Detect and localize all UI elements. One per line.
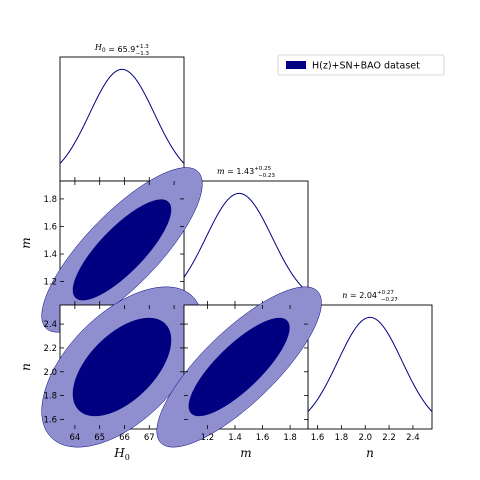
x-tick-label: 66	[119, 433, 130, 443]
panel-1d-1	[183, 180, 309, 306]
x-tick-label: 1.4	[228, 433, 242, 443]
y-tick-label: 2.4	[43, 320, 57, 330]
pdf-curve-0	[59, 68, 185, 164]
confidence-contour-68	[188, 317, 290, 417]
x-tick-label: 1.8	[283, 433, 297, 443]
panel-1d-0	[59, 56, 185, 182]
y-tick-label: 1.6	[43, 415, 57, 425]
y-tick-label: 1.8	[43, 195, 57, 205]
y-axis-label-2: n	[19, 363, 33, 371]
panel-2d-0-2	[41, 286, 203, 448]
panel-2d-1-2	[156, 286, 322, 448]
confidence-contour-68	[72, 199, 172, 301]
panel-title-2: n = 2.04+0.27 −0.27	[342, 290, 398, 303]
x-tick-label: 1.8	[335, 433, 349, 443]
panel-frame	[59, 56, 185, 182]
panel-frame	[183, 180, 309, 306]
x-tick-label: 67	[144, 433, 155, 443]
x-tick-label: 1.6	[311, 433, 325, 443]
y-tick-label: 1.2	[43, 278, 57, 288]
confidence-contour-68	[72, 317, 172, 417]
pdf-curve-2	[307, 316, 433, 412]
x-axis-label-0: H0	[113, 446, 130, 462]
legend-label: H(z)+SN+BAO dataset	[312, 61, 420, 72]
panel-2d-0-1	[41, 167, 203, 333]
y-tick-label: 1.4	[43, 250, 57, 260]
legend-swatch	[286, 61, 306, 69]
x-tick-label: 2.0	[358, 433, 372, 443]
pdf-curve-1	[183, 192, 309, 293]
panel-title-1: m = 1.43+0.25 −0.23	[217, 166, 275, 179]
y-tick-label: 2.0	[43, 368, 57, 378]
legend-frame	[277, 54, 445, 76]
x-axis-label-1: m	[240, 446, 251, 460]
y-tick-label: 2.2	[43, 344, 57, 354]
y-tick-label: 1.8	[43, 392, 57, 402]
panel-1d-2	[307, 304, 433, 430]
legend: H(z)+SN+BAO dataset	[277, 54, 445, 76]
x-axis-label-2: n	[366, 446, 374, 460]
x-tick-label: 64	[69, 433, 80, 443]
y-axis-label-1: m	[19, 237, 33, 248]
x-tick-label: 1.2	[201, 433, 215, 443]
panel-frame	[307, 304, 433, 430]
x-tick-label: 65	[94, 433, 105, 443]
x-tick-label: 2.4	[406, 433, 420, 443]
x-tick-label: 1.6	[256, 433, 270, 443]
x-tick-label: 2.2	[382, 433, 396, 443]
y-tick-label: 1.6	[43, 222, 57, 232]
panel-title-0: H0 = 65.9+1.3 −1.3	[94, 43, 150, 57]
